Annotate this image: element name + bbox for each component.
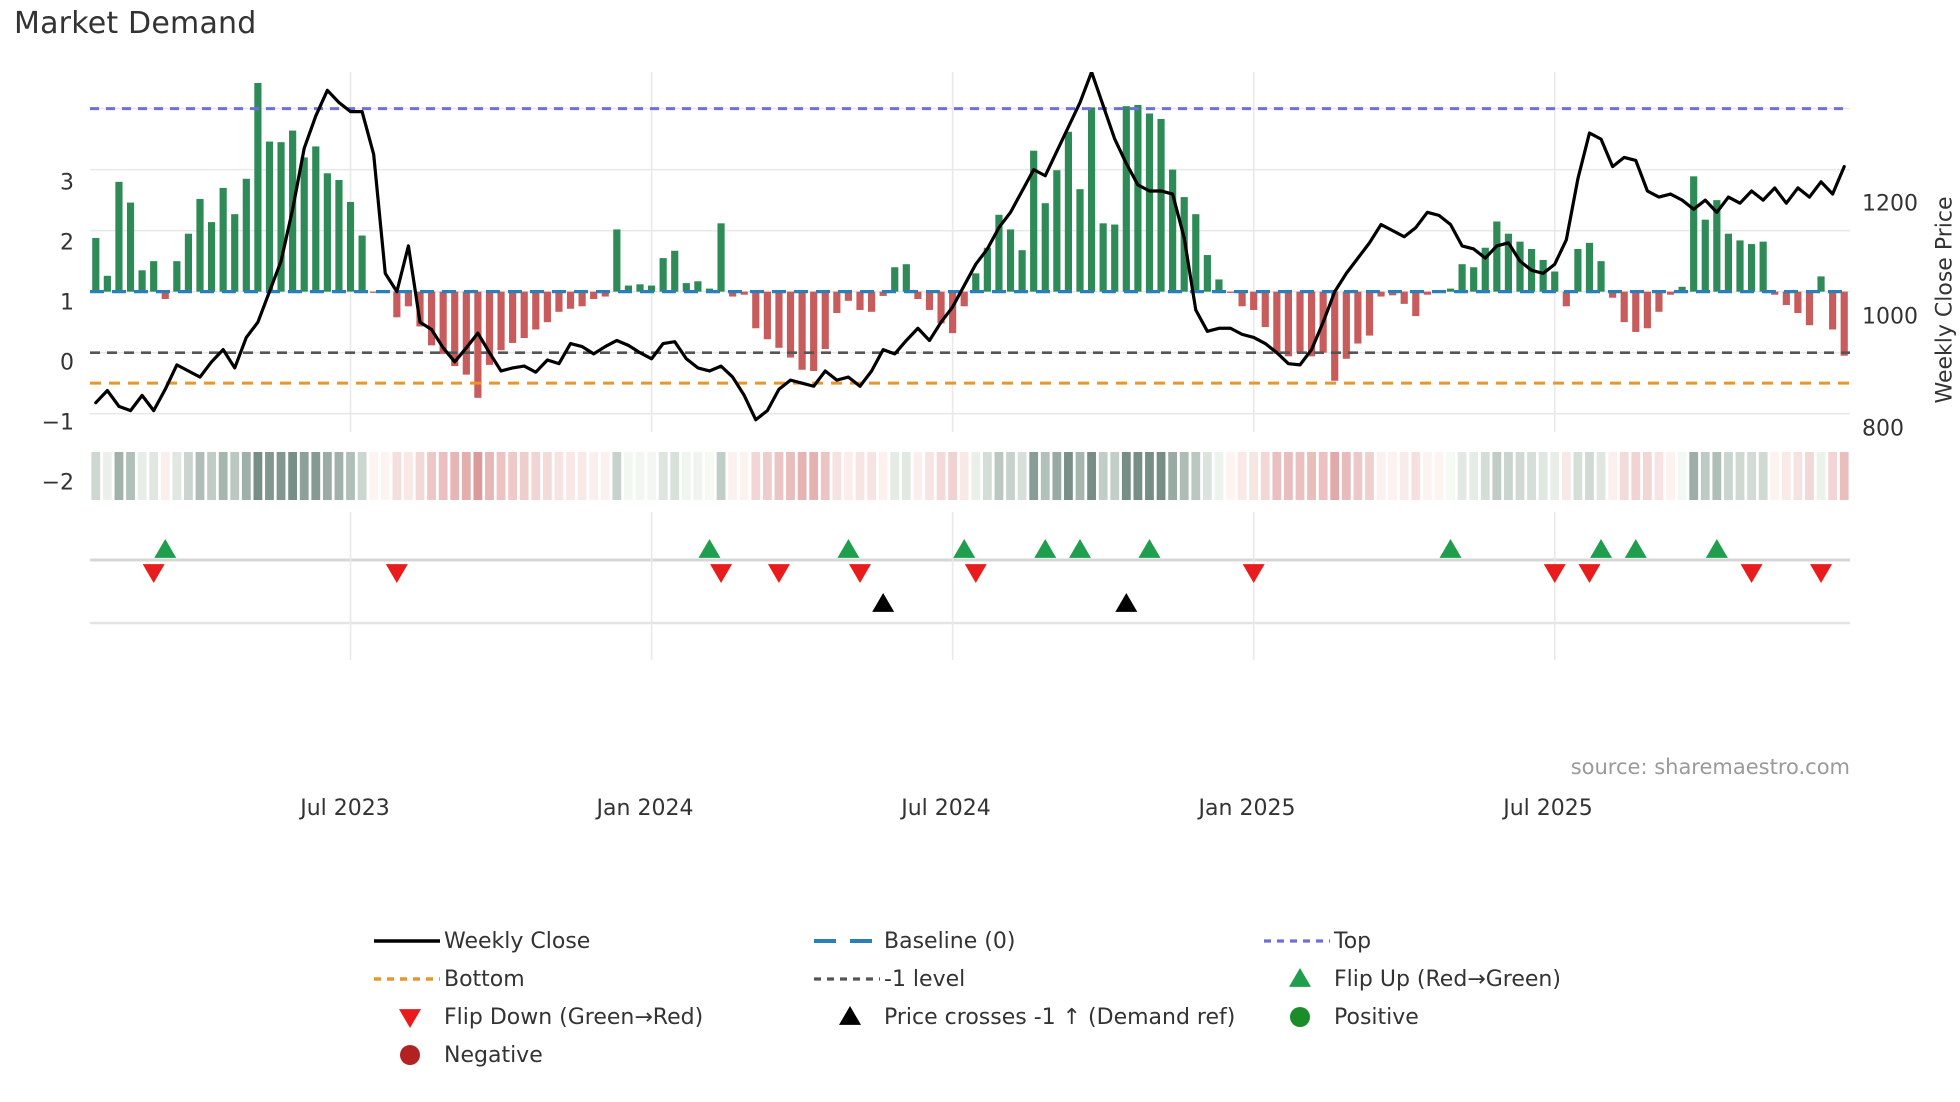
- legend-item-baseline[interactable]: Baseline (0): [810, 922, 1260, 960]
- main-plot-svg: [90, 72, 1850, 432]
- y2-tick-1200: 1200: [1862, 191, 1918, 217]
- legend-row-2: Bottom -1 level Flip Up (Red→Green): [370, 960, 1790, 998]
- chart-legend: Weekly Close Baseline (0) Top Bottom -1 …: [370, 922, 1790, 1074]
- source-watermark: source: sharemaestro.com: [1570, 755, 1850, 779]
- y2-tick-1000: 1000: [1862, 304, 1918, 330]
- y-tick-2: 2: [60, 230, 74, 256]
- y-tick-0: 0: [60, 350, 74, 376]
- circle-red-icon: [370, 1042, 444, 1068]
- y2-tick-800: 800: [1862, 416, 1904, 442]
- y-axis-label: Market Demand: [0, 100, 3, 276]
- y-tick-minus2: −2: [41, 470, 74, 496]
- legend-label: Price crosses -1 ↑ (Demand ref): [884, 1004, 1236, 1030]
- legend-label: Weekly Close: [444, 928, 591, 954]
- legend-row-1: Weekly Close Baseline (0) Top: [370, 922, 1790, 960]
- dotted-line-gray-icon: [810, 966, 884, 992]
- dotted-line-orange-icon: [370, 966, 444, 992]
- x-tick-jul-2024: Jul 2024: [901, 796, 991, 821]
- heatstrip-marker-panel: [90, 452, 1850, 660]
- legend-item-positive[interactable]: Positive: [1260, 998, 1690, 1036]
- page-title: Market Demand: [14, 6, 257, 41]
- legend-item-flip-down[interactable]: Flip Down (Green→Red): [370, 998, 810, 1036]
- dashed-line-blue-icon: [810, 928, 884, 954]
- x-tick-jul-2023: Jul 2023: [300, 796, 390, 821]
- legend-label: Bottom: [444, 966, 525, 992]
- legend-label: Negative: [444, 1042, 543, 1068]
- y-tick-1: 1: [60, 290, 74, 316]
- solid-line-black-icon: [370, 928, 444, 954]
- x-tick-jan-2025: Jan 2025: [1198, 796, 1296, 821]
- legend-item-price-cross[interactable]: Price crosses -1 ↑ (Demand ref): [810, 998, 1260, 1036]
- legend-label: Flip Down (Green→Red): [444, 1004, 704, 1030]
- triangle-up-green-icon: [1260, 966, 1334, 992]
- legend-label: -1 level: [884, 966, 966, 992]
- heatstrip-marker-svg: [90, 452, 1850, 660]
- legend-label: Baseline (0): [884, 928, 1016, 954]
- y2-axis-label: Weekly Close Price: [1932, 196, 1958, 404]
- legend-row-3: Flip Down (Green→Red) Price crosses -1 ↑…: [370, 998, 1790, 1036]
- legend-item-bottom[interactable]: Bottom: [370, 960, 810, 998]
- legend-row-4: Negative: [370, 1036, 1790, 1074]
- legend-item-minus1-level[interactable]: -1 level: [810, 960, 1260, 998]
- x-tick-jan-2024: Jan 2024: [596, 796, 694, 821]
- legend-label: Positive: [1334, 1004, 1419, 1030]
- triangle-down-red-icon: [370, 1004, 444, 1030]
- legend-label: Flip Up (Red→Green): [1334, 966, 1561, 992]
- legend-item-top[interactable]: Top: [1260, 922, 1690, 960]
- triangle-up-black-icon: [810, 1004, 884, 1030]
- x-tick-jul-2025: Jul 2025: [1503, 796, 1593, 821]
- circle-green-icon: [1260, 1004, 1334, 1030]
- legend-item-flip-up[interactable]: Flip Up (Red→Green): [1260, 960, 1690, 998]
- legend-label: Top: [1334, 928, 1372, 954]
- main-plot-area: [90, 72, 1850, 432]
- legend-item-weekly-close[interactable]: Weekly Close: [370, 922, 810, 960]
- y-tick-minus1: −1: [41, 410, 74, 436]
- dotted-line-purple-icon: [1260, 928, 1334, 954]
- legend-item-negative[interactable]: Negative: [370, 1036, 810, 1074]
- y-tick-3: 3: [60, 170, 74, 196]
